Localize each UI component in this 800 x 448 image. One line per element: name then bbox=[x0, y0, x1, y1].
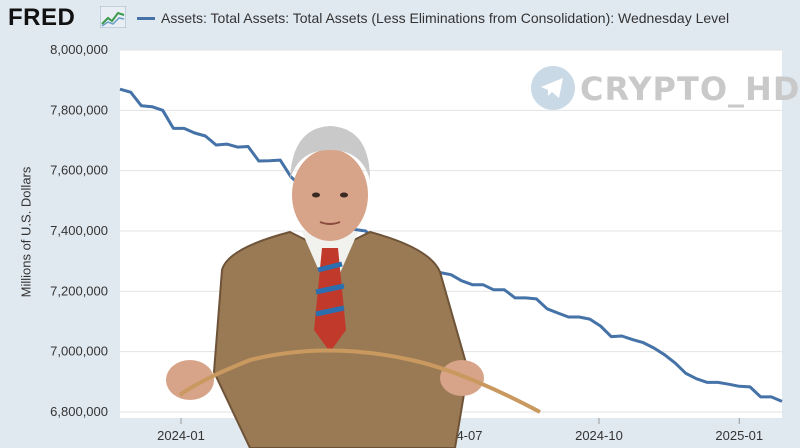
x-tick-label: 2024-01 bbox=[157, 428, 205, 443]
x-tick-label: 2024-10 bbox=[575, 428, 623, 443]
fred-trend-icon bbox=[100, 6, 126, 28]
x-tick-label: 2025-01 bbox=[715, 428, 763, 443]
y-tick-label: 7,600,000 bbox=[50, 163, 108, 178]
fred-logo[interactable]: FRED bbox=[8, 4, 76, 31]
y-tick-label: 7,800,000 bbox=[50, 102, 108, 117]
legend-label[interactable]: Assets: Total Assets: Total Assets (Less… bbox=[161, 10, 730, 26]
telegram-icon bbox=[531, 66, 575, 110]
y-tick-label: 7,400,000 bbox=[50, 223, 108, 238]
x-axis-ticks: 2024-01 2024-07 2024-10 2025-01 bbox=[157, 418, 763, 443]
y-tick-label: 7,200,000 bbox=[50, 283, 108, 298]
y-tick-label: 8,000,000 bbox=[50, 42, 108, 57]
watermark-text: CRYPTO_HD bbox=[580, 70, 800, 108]
y-axis-ticks: 8,000,000 7,800,000 7,600,000 7,400,000 7,20… bbox=[50, 42, 108, 419]
y-tick-label: 7,000,000 bbox=[50, 344, 108, 359]
y-tick-label: 6,800,000 bbox=[50, 404, 108, 419]
chart-header: FRED Assets: Total Assets: Total Assets … bbox=[0, 0, 800, 36]
legend-swatch bbox=[137, 17, 155, 20]
x-tick-label: 2024-07 bbox=[435, 428, 483, 443]
